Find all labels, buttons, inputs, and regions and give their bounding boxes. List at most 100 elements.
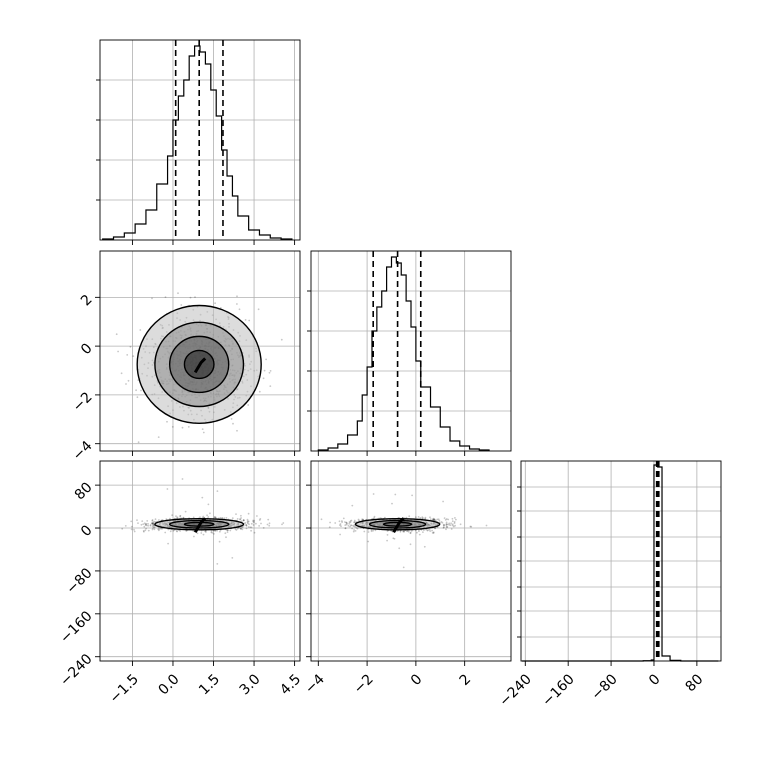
sample-point <box>451 517 454 520</box>
sample-point <box>226 529 229 532</box>
scatter-panel-0-1-frame <box>99 250 301 452</box>
sample-point <box>245 524 248 526</box>
sample-point <box>182 516 185 519</box>
sample-point <box>202 515 205 518</box>
sample-point <box>133 530 136 533</box>
sample-point <box>214 302 217 305</box>
sample-point <box>414 516 417 519</box>
sample-point <box>361 518 363 521</box>
sample-point <box>120 372 123 375</box>
sample-point <box>353 521 356 523</box>
sample-point <box>320 518 323 521</box>
sample-point <box>179 514 182 517</box>
scatter-panel-0-2-ytick-label-2: −80 <box>63 565 95 597</box>
hist-panel-2-xtick-label-3: 0 <box>646 671 664 689</box>
sample-point <box>219 530 221 533</box>
sample-point <box>448 524 451 526</box>
sample-point <box>149 524 152 526</box>
sample-point <box>409 532 412 535</box>
sample-point <box>177 292 179 295</box>
sample-point <box>443 526 445 529</box>
sample-point <box>158 529 160 532</box>
sample-point <box>350 524 353 527</box>
sample-point <box>145 524 148 527</box>
sample-point <box>132 355 135 357</box>
sample-point <box>225 529 228 531</box>
sample-point <box>253 519 256 522</box>
sample-point <box>151 522 154 525</box>
sample-point <box>130 520 133 523</box>
sample-point <box>436 518 439 521</box>
sample-point <box>352 524 355 527</box>
sample-point <box>252 519 255 522</box>
sample-point <box>185 530 188 532</box>
sample-point <box>140 523 143 526</box>
sample-point <box>153 528 156 531</box>
sample-point <box>268 522 271 525</box>
sample-point <box>152 526 155 528</box>
sample-point <box>339 523 342 525</box>
scatter-panel-1-2-core-mark <box>392 517 405 534</box>
sample-point <box>469 525 472 528</box>
sample-point <box>418 533 421 536</box>
sample-point <box>236 527 239 530</box>
sample-point <box>169 517 171 520</box>
scatter-panel-0-2-core-mark <box>193 517 207 534</box>
sample-point <box>144 529 147 532</box>
sample-point <box>152 522 155 525</box>
sample-point <box>241 528 244 531</box>
sample-point <box>150 522 153 525</box>
sample-point <box>269 385 272 387</box>
sample-point <box>214 530 217 532</box>
sample-point <box>200 532 203 534</box>
sample-point <box>151 522 154 525</box>
sample-point <box>179 530 182 532</box>
sample-point <box>130 528 133 531</box>
sample-point <box>181 426 184 429</box>
sample-point <box>485 524 488 527</box>
scatter-panel-1-2-frame <box>310 460 512 662</box>
sample-point <box>340 525 342 528</box>
sample-point <box>246 521 249 524</box>
sample-point <box>339 533 341 536</box>
sample-point <box>392 537 395 540</box>
sample-point <box>446 523 449 526</box>
sample-point <box>117 350 119 353</box>
sample-point <box>354 530 357 532</box>
sample-point <box>328 526 331 529</box>
sample-point <box>199 516 201 519</box>
hist-panel-1-frame <box>310 250 512 452</box>
sample-point <box>240 514 242 517</box>
sample-point <box>136 396 139 399</box>
hist-panel-1 <box>307 250 512 456</box>
sample-point <box>146 520 149 522</box>
sample-point <box>440 521 443 523</box>
sample-point <box>344 521 346 523</box>
sample-point <box>154 518 157 521</box>
sample-point <box>194 296 196 298</box>
sample-point <box>349 521 352 524</box>
sample-point <box>205 531 207 533</box>
hist-panel-0-histogram-line <box>102 45 293 240</box>
sample-point <box>419 517 422 519</box>
sample-point <box>216 529 219 532</box>
sample-point <box>417 516 420 518</box>
scatter-panel-0-2-xtick-label-2: 1.5 <box>196 671 223 698</box>
sample-point <box>357 518 360 521</box>
sample-point <box>130 525 133 528</box>
sample-point <box>145 527 148 530</box>
sample-point <box>258 519 261 521</box>
sample-point <box>432 518 434 520</box>
sample-point <box>345 521 348 524</box>
sample-point <box>209 457 211 459</box>
sample-point <box>229 529 232 532</box>
sample-point <box>424 517 427 520</box>
sample-point <box>248 319 251 322</box>
scatter-panel-1-2-xtick-label-0: −4 <box>302 671 328 697</box>
sample-point <box>421 516 424 519</box>
sample-point <box>231 517 234 519</box>
sample-point <box>247 522 249 525</box>
hist-panel-1-histogram-line <box>317 256 490 451</box>
sample-point <box>429 518 432 520</box>
